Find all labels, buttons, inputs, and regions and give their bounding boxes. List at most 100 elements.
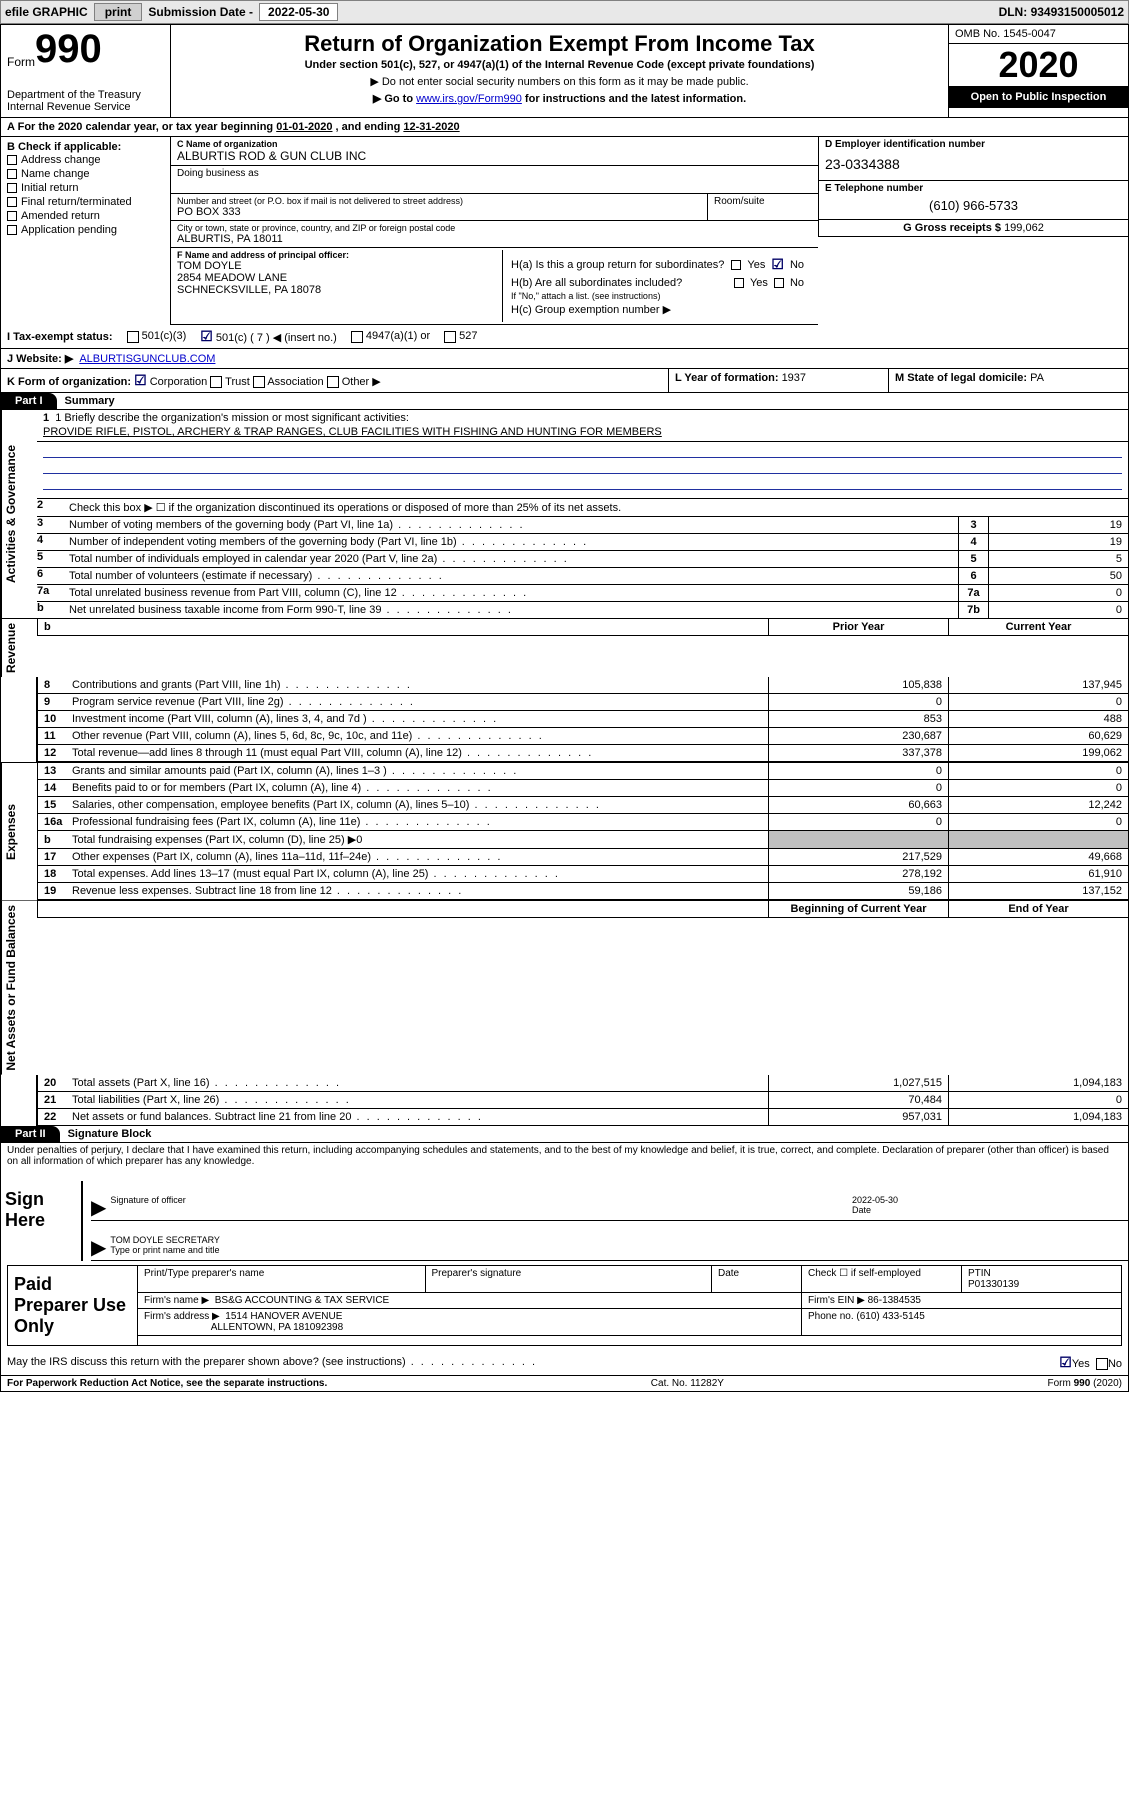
- eoy-value: 1,094,183: [948, 1075, 1128, 1092]
- prior-year-value: 278,192: [768, 866, 948, 883]
- irs-link[interactable]: www.irs.gov/Form990: [416, 93, 522, 105]
- prior-year-value: 230,687: [768, 728, 948, 745]
- officer-addr1: 2854 MEADOW LANE: [177, 272, 502, 284]
- revenue-line: 9Program service revenue (Part VIII, lin…: [37, 694, 768, 711]
- part2-title: Signature Block: [60, 1128, 152, 1140]
- expense-line: 18Total expenses. Add lines 13–17 (must …: [37, 866, 768, 883]
- check-4947a1[interactable]: [351, 331, 363, 343]
- tax-year: 2020: [949, 44, 1128, 87]
- current-year-value: 0: [948, 694, 1128, 711]
- current-year-value: 199,062: [948, 745, 1128, 762]
- gov-line: 5Total number of individuals employed in…: [37, 550, 1128, 567]
- part2-label: Part II: [1, 1126, 60, 1142]
- l-year-formation: L Year of formation: 1937: [668, 369, 888, 392]
- hc-label: H(c) Group exemption number ▶: [511, 303, 671, 316]
- current-year-value: 60,629: [948, 728, 1128, 745]
- form-990: Form 990 Department of the Treasury Inte…: [0, 24, 1129, 1392]
- eoy-value: 0: [948, 1092, 1128, 1109]
- prior-year-value: 853: [768, 711, 948, 728]
- website-link[interactable]: ALBURTISGUNCLUB.COM: [79, 353, 215, 365]
- signature-date: 2022-05-30: [852, 1195, 1124, 1205]
- check-assoc[interactable]: [253, 376, 265, 388]
- expense-line: 19Revenue less expenses. Subtract line 1…: [37, 883, 768, 900]
- prep-ptin: PTINP01330139: [961, 1266, 1121, 1292]
- col-b-head: B Check if applicable:: [7, 141, 164, 153]
- m-state-domicile: M State of legal domicile: PA: [888, 369, 1128, 392]
- vtab-revenue: Revenue: [1, 619, 37, 677]
- revenue-line: 8Contributions and grants (Part VIII, li…: [37, 677, 768, 694]
- vtab-expenses: Expenses: [1, 763, 37, 900]
- check-initial-return[interactable]: [7, 183, 17, 193]
- prep-selfemp: Check ☐ if self-employed: [801, 1266, 961, 1292]
- check-amended-return[interactable]: [7, 211, 17, 221]
- phone: (610) 966-5733: [825, 194, 1122, 217]
- mission-blank2: [43, 458, 1122, 474]
- efile-label: efile GRAPHIC: [5, 5, 88, 19]
- department-label: Department of the Treasury Internal Reve…: [7, 69, 164, 113]
- org-name: ALBURTIS ROD & GUN CLUB INC: [177, 149, 812, 163]
- mission-text: PROVIDE RIFLE, PISTOL, ARCHERY & TRAP RA…: [43, 426, 662, 438]
- dln: DLN: 93493150005012: [999, 5, 1124, 19]
- phone-label: E Telephone number: [825, 183, 1122, 194]
- header-center: Return of Organization Exempt From Incom…: [171, 25, 948, 117]
- expense-line: bTotal fundraising expenses (Part IX, co…: [37, 831, 768, 849]
- gov-line: 2Check this box ▶ ☐ if the organization …: [37, 498, 1128, 516]
- ha-no-checked-icon: ☑: [771, 256, 784, 273]
- column-de: D Employer identification number 23-0334…: [818, 137, 1128, 325]
- expense-line: 16aProfessional fundraising fees (Part I…: [37, 814, 768, 831]
- part1-bar: Part I Summary: [1, 393, 1128, 410]
- discuss-row: May the IRS discuss this return with the…: [1, 1350, 1128, 1375]
- prior-year-value: 60,663: [768, 797, 948, 814]
- hb-yes-check[interactable]: [734, 278, 744, 288]
- gov-line: 3Number of voting members of the governi…: [37, 516, 1128, 533]
- street-label: Number and street (or P.O. box if mail i…: [177, 196, 701, 206]
- eoy-header: End of Year: [948, 901, 1128, 918]
- check-final-return[interactable]: [7, 197, 17, 207]
- gross-receipts: 199,062: [1004, 222, 1044, 234]
- expense-line: 17Other expenses (Part IX, column (A), l…: [37, 849, 768, 866]
- check-527[interactable]: [444, 331, 456, 343]
- check-name-change[interactable]: [7, 169, 17, 179]
- sign-here-block: Sign Here ▶ Signature of officer 2022-05…: [1, 1181, 1128, 1261]
- sig-officer-label: Signature of officer: [106, 1195, 848, 1220]
- column-c-name-address: C Name of organization ALBURTIS ROD & GU…: [171, 137, 818, 325]
- current-year-value: 0: [948, 780, 1128, 797]
- prior-year-value: 337,378: [768, 745, 948, 762]
- netassets-line: 21Total liabilities (Part X, line 26): [37, 1092, 768, 1109]
- current-year-value: 137,945: [948, 677, 1128, 694]
- boy-value: 1,027,515: [768, 1075, 948, 1092]
- hb-no-check[interactable]: [774, 278, 784, 288]
- ssn-note: ▶ Do not enter social security numbers o…: [179, 75, 940, 88]
- gov-line: 6Total number of volunteers (estimate if…: [37, 567, 1128, 584]
- discuss-no-check[interactable]: [1096, 1358, 1108, 1370]
- current-year-value: [948, 831, 1128, 849]
- expense-line: 14Benefits paid to or for members (Part …: [37, 780, 768, 797]
- header-right: OMB No. 1545-0047 2020 Open to Public In…: [948, 25, 1128, 117]
- current-year-value: 49,668: [948, 849, 1128, 866]
- typed-name: TOM DOYLE SECRETARY: [110, 1235, 1124, 1245]
- prior-year-value: 105,838: [768, 677, 948, 694]
- form-header: Form 990 Department of the Treasury Inte…: [1, 25, 1128, 118]
- check-application-pending[interactable]: [7, 225, 17, 235]
- prep-name-header: Print/Type preparer's name: [138, 1266, 425, 1292]
- city: ALBURTIS, PA 18011: [177, 233, 812, 245]
- expense-line: 13Grants and similar amounts paid (Part …: [37, 763, 768, 780]
- prior-year-value: 0: [768, 814, 948, 831]
- revenue-rows: 8Contributions and grants (Part VIII, li…: [1, 677, 1128, 762]
- hb-label: H(b) Are all subordinates included?: [511, 277, 682, 289]
- expenses-section: Expenses 13Grants and similar amounts pa…: [1, 762, 1128, 900]
- revenue-line: 11Other revenue (Part VIII, column (A), …: [37, 728, 768, 745]
- check-501c3[interactable]: [127, 331, 139, 343]
- ha-yes-check[interactable]: [731, 260, 741, 270]
- gross-label: G Gross receipts $: [903, 222, 1004, 234]
- current-year-value: 0: [948, 763, 1128, 780]
- print-button[interactable]: print: [94, 3, 143, 21]
- check-address-change[interactable]: [7, 155, 17, 165]
- footer: For Paperwork Reduction Act Notice, see …: [1, 1375, 1128, 1391]
- ein-label: D Employer identification number: [825, 139, 1122, 150]
- check-other[interactable]: [327, 376, 339, 388]
- footer-form: Form 990 (2020): [1048, 1378, 1122, 1389]
- submission-date-label: Submission Date -: [148, 5, 253, 19]
- arrow-icon: ▶: [91, 1235, 106, 1260]
- check-trust[interactable]: [210, 376, 222, 388]
